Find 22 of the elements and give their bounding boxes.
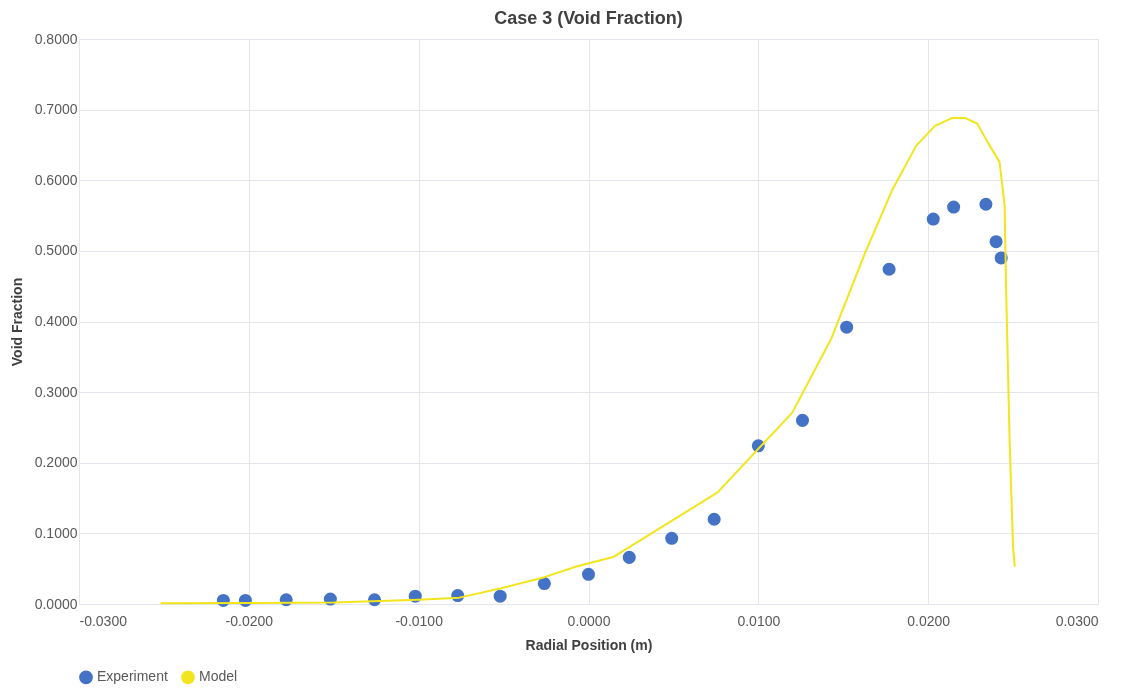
x-tick-label: -0.0300 [79, 612, 128, 629]
y-tick-label: 0.6000 [34, 171, 78, 188]
x-tick-label: 0.0000 [567, 612, 611, 629]
y-axis-title: Void Fraction [8, 277, 25, 367]
x-axis-title: Radial Position (m) [525, 636, 653, 653]
x-tick-label: 0.0100 [737, 612, 781, 629]
line-series [159, 117, 1016, 605]
y-tick-label: 0.2000 [34, 454, 78, 471]
x-tick-label: 0.0300 [1055, 612, 1099, 629]
chart-title: Case 3 (Void Fraction) [494, 8, 683, 28]
y-tick-label: 0.5000 [34, 242, 78, 259]
y-tick-label: 0.0000 [34, 595, 78, 612]
y-tick-label: 0.4000 [34, 313, 78, 329]
legend-label: Experiment [97, 668, 168, 685]
y-tick-label: 0.8000 [34, 30, 78, 47]
y-tick-label: 0.7000 [34, 101, 78, 118]
x-tick-label: -0.0100 [395, 612, 444, 629]
y-tick-label: 0.3000 [34, 383, 78, 400]
x-tick-label: 0.0200 [907, 612, 951, 629]
x-tick-label: -0.0200 [225, 612, 274, 629]
legend-label: Model [199, 668, 238, 685]
y-tick-label: 0.1000 [34, 524, 78, 541]
